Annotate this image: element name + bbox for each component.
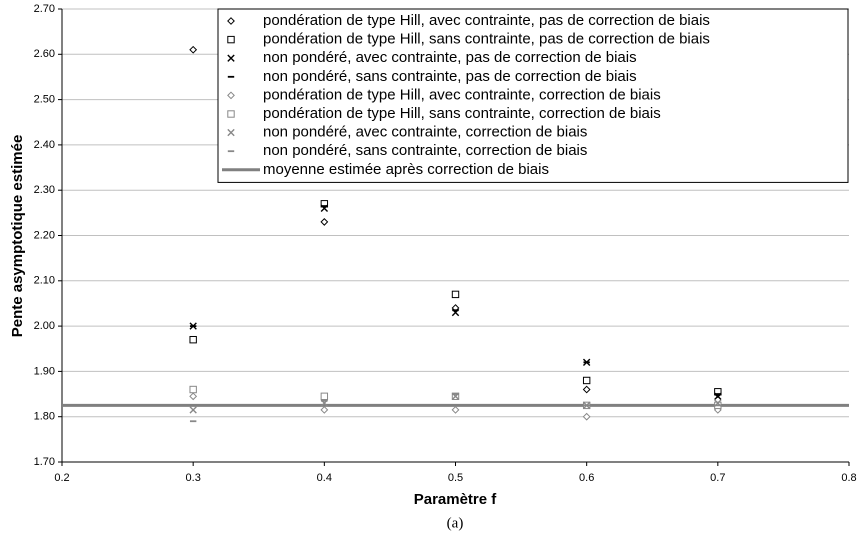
legend-label: non pondéré, sans contrainte, correction… — [263, 142, 587, 159]
legend-label: moyenne estimée après correction de biai… — [263, 161, 549, 178]
x-tick-label: 0.6 — [579, 472, 594, 484]
legend-label: pondération de type Hill, sans contraint… — [263, 31, 710, 48]
marker-x — [227, 54, 235, 62]
y-axis-title: Pente asymptotique estimée — [9, 135, 26, 338]
y-tick-label: 2.70 — [34, 3, 55, 15]
marker-square — [227, 35, 235, 44]
legend-label: pondération de type Hill, avec contraint… — [263, 86, 661, 103]
marker-diamond — [189, 392, 198, 401]
x-tick-label: 0.8 — [841, 472, 856, 484]
marker-square — [582, 376, 591, 385]
y-tick-label: 2.10 — [34, 275, 55, 287]
y-tick-label: 1.90 — [34, 365, 55, 377]
y-tick-label: 2.20 — [34, 229, 55, 241]
marker-x — [227, 128, 235, 137]
y-tick-label: 2.00 — [34, 320, 55, 332]
legend-label: non pondéré, avec contrainte, pas de cor… — [263, 49, 637, 66]
marker-diamond — [582, 412, 591, 421]
x-tick-label: 0.3 — [186, 472, 201, 484]
marker-square — [714, 388, 722, 396]
marker-x — [189, 406, 197, 414]
x-tick-label: 0.5 — [448, 472, 463, 484]
caption: (a) — [447, 515, 464, 531]
legend-label: pondération de type Hill, sans contraint… — [263, 105, 661, 122]
marker-square — [320, 392, 329, 401]
y-tick-label: 1.70 — [34, 456, 55, 468]
marker-square — [227, 110, 235, 118]
x-tick-label: 0.4 — [317, 472, 332, 484]
x-tick-label: 0.2 — [54, 472, 69, 484]
legend-label: non pondéré, avec contrainte, correction… — [263, 124, 587, 141]
x-tick-label: 0.7 — [710, 472, 725, 484]
x-axis-title: Paramètre f — [414, 491, 498, 508]
marker-diamond — [320, 218, 329, 226]
y-tick-label: 2.30 — [34, 184, 55, 196]
marker-diamond — [582, 385, 591, 394]
y-tick-label: 1.80 — [34, 411, 55, 423]
y-tick-label: 2.40 — [34, 139, 55, 151]
y-tick-label: 2.60 — [34, 48, 55, 60]
marker-square — [189, 335, 197, 344]
legend-box — [217, 8, 849, 183]
legend-label: pondération de type Hill, avec contraint… — [263, 12, 710, 29]
marker-diamond — [189, 45, 198, 54]
legend-label: non pondéré, sans contrainte, pas de cor… — [263, 68, 637, 85]
marker-diamond — [451, 405, 460, 414]
marker-square — [189, 385, 197, 394]
marker-square — [451, 290, 460, 299]
marker-diamond — [227, 17, 235, 25]
y-tick-label: 2.50 — [34, 94, 55, 106]
marker-diamond — [320, 405, 329, 414]
marker-diamond — [227, 91, 235, 100]
marker-square — [320, 200, 329, 208]
